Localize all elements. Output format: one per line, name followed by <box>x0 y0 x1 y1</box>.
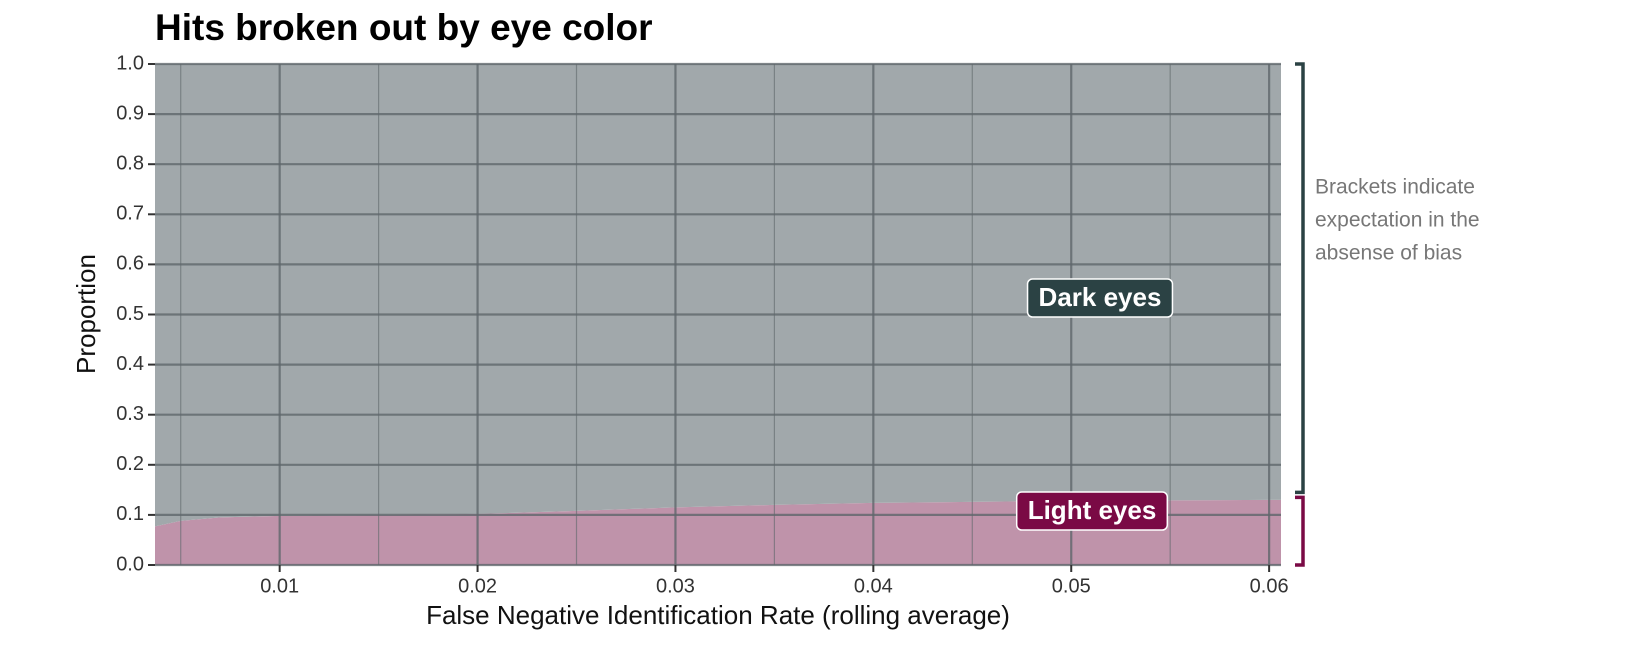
chart-title: Hits broken out by eye color <box>155 7 653 48</box>
series-label-box <box>1026 278 1174 318</box>
x-tick-label: 0.01 <box>260 575 299 597</box>
y-tick-label: 0.2 <box>116 453 144 475</box>
x-tick-label: 0.06 <box>1250 575 1289 597</box>
series-label-box <box>1015 491 1169 531</box>
x-axis-title: False Negative Identification Rate (roll… <box>426 600 1010 630</box>
y-tick-label: 0.5 <box>116 303 144 325</box>
y-tick-label: 0.9 <box>116 102 144 124</box>
y-tick-label: 0.4 <box>116 353 144 375</box>
y-tick-label: 0.1 <box>116 503 144 525</box>
series-label: Light eyes <box>1015 491 1169 531</box>
y-tick-label: 0.7 <box>116 203 144 225</box>
series-label-text: Light eyes <box>1028 495 1157 525</box>
bracket <box>1295 62 1305 495</box>
series-label: Dark eyes <box>1026 278 1174 318</box>
x-tick-label: 0.04 <box>854 575 893 597</box>
y-tick-label: 0.6 <box>116 253 144 275</box>
y-tick-label: 0.3 <box>116 403 144 425</box>
y-tick-label: 0.8 <box>116 152 144 174</box>
annotation: Brackets indicate <box>1315 176 1475 199</box>
x-tick-label: 0.05 <box>1052 575 1091 597</box>
annotation: absense of bias <box>1315 242 1462 265</box>
area <box>155 64 1281 527</box>
area <box>155 499 1281 565</box>
y-tick-label: 0.0 <box>116 553 144 575</box>
x-tick-label: 0.03 <box>656 575 695 597</box>
annotation: expectation in the <box>1315 209 1480 232</box>
y-axis-title: Proportion <box>71 254 101 374</box>
series-label-text: Dark eyes <box>1039 282 1162 312</box>
bracket <box>1295 495 1305 567</box>
y-tick-label: 1.0 <box>116 52 144 74</box>
x-tick-label: 0.02 <box>458 575 497 597</box>
